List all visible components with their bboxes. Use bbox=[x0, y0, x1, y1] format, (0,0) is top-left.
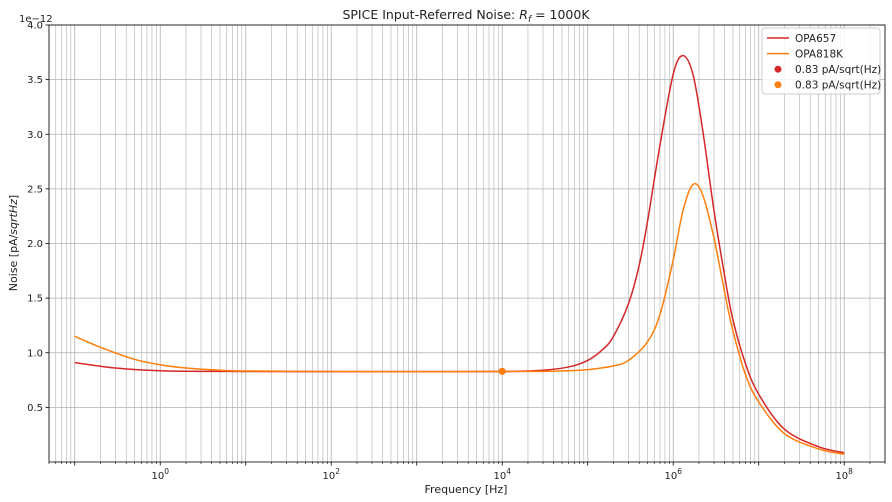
axis-ticks bbox=[45, 24, 886, 466]
x-tick-label: 102 bbox=[322, 467, 340, 482]
legend: OPA657 OPA818K 0.83 pA/sqrt(Hz) 0.83 pA/sqr… bbox=[761, 27, 881, 95]
y-tick-label: 1.5 bbox=[27, 294, 43, 305]
legend-label: 0.83 pA/sqrt(Hz) bbox=[795, 80, 881, 92]
x-tick-labels: 100 102 104 106 108 bbox=[151, 467, 853, 482]
y-offset-text: 1e−12 bbox=[19, 14, 53, 25]
y-tick-label: 3.0 bbox=[27, 130, 43, 141]
y-tick-label: 3.5 bbox=[27, 75, 43, 86]
legend-marker-swatch bbox=[774, 65, 782, 73]
x-tick-label: 106 bbox=[664, 467, 682, 482]
x-tick-label: 104 bbox=[493, 467, 511, 482]
y-tick-label: 2.0 bbox=[27, 239, 43, 250]
series-layer bbox=[74, 54, 845, 456]
legend-frame bbox=[761, 27, 881, 95]
y-tick-label: 0.5 bbox=[27, 403, 43, 414]
legend-marker-swatch bbox=[774, 81, 782, 89]
y-tick-label: 1.0 bbox=[27, 348, 43, 359]
y-tick-label: 2.5 bbox=[27, 184, 43, 195]
legend-label: OPA657 bbox=[795, 33, 836, 45]
x-tick-label: 100 bbox=[151, 467, 169, 482]
marker-point-3 bbox=[498, 367, 506, 375]
chart-title: SPICE Input-Referred Noise: Rf = 1000K bbox=[342, 7, 590, 25]
legend-label: 0.83 pA/sqrt(Hz) bbox=[795, 64, 881, 76]
x-tick-label: 108 bbox=[835, 467, 853, 482]
legend-label: OPA818K bbox=[795, 48, 844, 60]
series-line-opa818k bbox=[74, 182, 845, 456]
y-tick-labels: 0.5 1.0 1.5 2.0 2.5 3.0 3.5 4.0 bbox=[27, 21, 43, 414]
y-axis-label: Noise [pA/sqrtHz] bbox=[7, 195, 20, 291]
x-axis-label: Frequency [Hz] bbox=[425, 483, 508, 496]
y-tick-label: 4.0 bbox=[27, 21, 43, 32]
